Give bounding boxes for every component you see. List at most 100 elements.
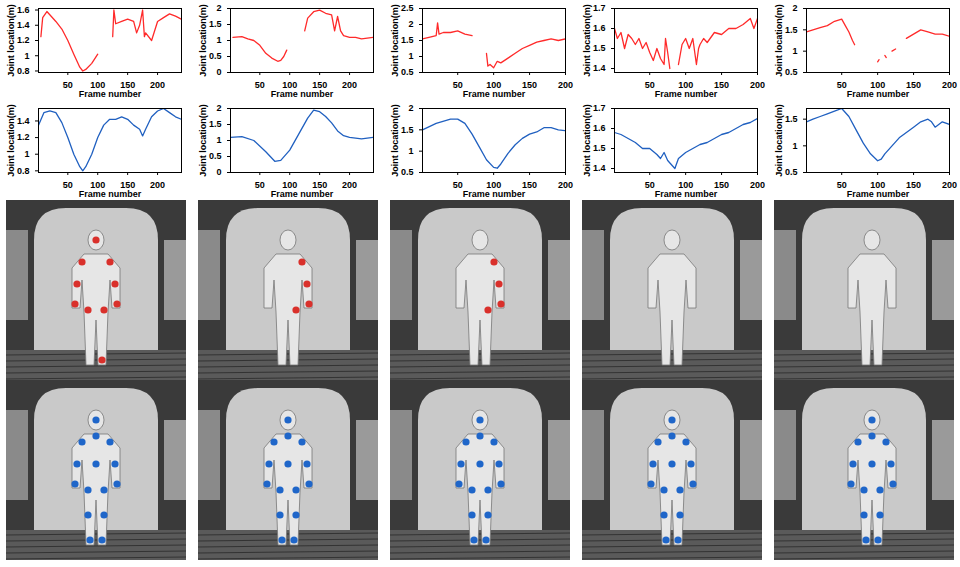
- svg-text:0.5: 0.5: [785, 167, 798, 177]
- svg-text:150: 150: [312, 79, 328, 90]
- svg-text:100: 100: [90, 79, 106, 90]
- svg-text:1.2: 1.2: [17, 35, 30, 45]
- svg-text:1.5: 1.5: [593, 143, 606, 153]
- svg-text:0.8: 0.8: [17, 66, 30, 76]
- svg-text:Frame number: Frame number: [463, 189, 526, 199]
- svg-text:50: 50: [255, 180, 265, 190]
- svg-text:200: 200: [342, 180, 357, 190]
- svg-text:100: 100: [678, 179, 694, 190]
- svg-text:Joint location(m): Joint location(m): [774, 4, 784, 77]
- svg-text:Joint location(m): Joint location(m): [390, 104, 400, 177]
- svg-text:50: 50: [453, 180, 463, 190]
- svg-text:200: 200: [942, 80, 957, 90]
- svg-text:Frame number: Frame number: [847, 89, 910, 99]
- svg-text:Joint location(m): Joint location(m): [6, 4, 16, 77]
- svg-text:1: 1: [408, 51, 413, 61]
- svg-text:0.5: 0.5: [401, 167, 414, 177]
- svg-text:200: 200: [750, 180, 765, 190]
- svg-text:2.5: 2.5: [401, 3, 414, 13]
- svg-text:100: 100: [282, 179, 298, 190]
- svg-text:1.6: 1.6: [593, 123, 606, 133]
- svg-text:Frame number: Frame number: [847, 189, 910, 199]
- svg-text:50: 50: [453, 80, 463, 90]
- svg-text:1: 1: [24, 149, 29, 159]
- svg-text:0.5: 0.5: [209, 151, 222, 161]
- svg-text:200: 200: [558, 80, 573, 90]
- svg-text:1.6: 1.6: [17, 5, 30, 15]
- svg-text:1.7: 1.7: [593, 3, 606, 13]
- svg-text:0.5: 0.5: [209, 51, 222, 61]
- svg-text:1.5: 1.5: [785, 25, 798, 35]
- svg-text:Joint location(m): Joint location(m): [582, 104, 592, 177]
- svg-text:1.5: 1.5: [401, 125, 414, 135]
- svg-text:Joint location(m): Joint location(m): [198, 104, 208, 177]
- svg-text:200: 200: [942, 180, 957, 190]
- svg-text:150: 150: [120, 79, 136, 90]
- svg-text:Frame number: Frame number: [271, 89, 334, 99]
- svg-text:0.5: 0.5: [785, 67, 798, 77]
- svg-text:Joint location(m): Joint location(m): [198, 4, 208, 77]
- svg-text:2: 2: [408, 103, 413, 113]
- svg-text:Frame number: Frame number: [79, 89, 142, 99]
- svg-text:1.5: 1.5: [401, 35, 414, 45]
- svg-text:200: 200: [150, 80, 165, 90]
- svg-text:Joint location(m): Joint location(m): [6, 104, 16, 177]
- svg-text:50: 50: [63, 180, 73, 190]
- svg-text:1.2: 1.2: [17, 132, 30, 142]
- svg-text:1.5: 1.5: [209, 19, 222, 29]
- svg-text:1.4: 1.4: [17, 116, 30, 126]
- svg-text:1: 1: [24, 51, 29, 61]
- svg-text:1: 1: [216, 135, 221, 145]
- svg-text:2: 2: [216, 3, 221, 13]
- svg-text:200: 200: [558, 180, 573, 190]
- svg-text:1.5: 1.5: [209, 119, 222, 129]
- svg-text:150: 150: [312, 179, 328, 190]
- svg-text:0: 0: [216, 67, 221, 77]
- svg-text:1.4: 1.4: [17, 20, 30, 30]
- svg-text:1: 1: [216, 35, 221, 45]
- svg-text:1: 1: [792, 46, 797, 56]
- svg-text:100: 100: [870, 79, 886, 90]
- svg-text:150: 150: [522, 79, 538, 90]
- svg-text:Frame number: Frame number: [655, 189, 718, 199]
- svg-text:100: 100: [282, 79, 298, 90]
- svg-text:0.8: 0.8: [17, 166, 30, 176]
- svg-text:Joint location(m): Joint location(m): [390, 4, 400, 77]
- svg-text:Frame number: Frame number: [79, 189, 142, 199]
- svg-text:1.6: 1.6: [593, 23, 606, 33]
- svg-text:1.4: 1.4: [593, 163, 606, 173]
- svg-text:Frame number: Frame number: [655, 89, 718, 99]
- svg-text:Frame number: Frame number: [271, 189, 334, 199]
- svg-text:50: 50: [645, 80, 655, 90]
- svg-text:50: 50: [255, 80, 265, 90]
- svg-text:0: 0: [216, 167, 221, 177]
- svg-text:1.7: 1.7: [593, 103, 606, 113]
- svg-text:2: 2: [792, 3, 797, 13]
- svg-text:50: 50: [63, 80, 73, 90]
- svg-text:1: 1: [408, 146, 413, 156]
- svg-text:1.5: 1.5: [593, 43, 606, 53]
- svg-text:200: 200: [342, 80, 357, 90]
- svg-text:50: 50: [645, 180, 655, 190]
- svg-text:50: 50: [837, 80, 847, 90]
- svg-text:200: 200: [750, 80, 765, 90]
- svg-text:1.5: 1.5: [785, 114, 798, 124]
- svg-text:50: 50: [837, 180, 847, 190]
- svg-text:150: 150: [906, 79, 922, 90]
- svg-text:150: 150: [714, 79, 730, 90]
- svg-text:100: 100: [678, 79, 694, 90]
- svg-text:1: 1: [792, 141, 797, 151]
- svg-text:0.5: 0.5: [401, 67, 414, 77]
- svg-text:1.4: 1.4: [593, 63, 606, 73]
- svg-text:150: 150: [120, 179, 136, 190]
- svg-text:Joint location(m): Joint location(m): [774, 104, 784, 177]
- svg-text:Frame number: Frame number: [463, 89, 526, 99]
- svg-text:100: 100: [486, 79, 502, 90]
- svg-text:2: 2: [216, 103, 221, 113]
- svg-text:2: 2: [408, 19, 413, 29]
- svg-text:100: 100: [486, 179, 502, 190]
- svg-text:Joint location(m): Joint location(m): [582, 4, 592, 77]
- svg-text:200: 200: [150, 180, 165, 190]
- svg-text:150: 150: [522, 179, 538, 190]
- svg-text:100: 100: [90, 179, 106, 190]
